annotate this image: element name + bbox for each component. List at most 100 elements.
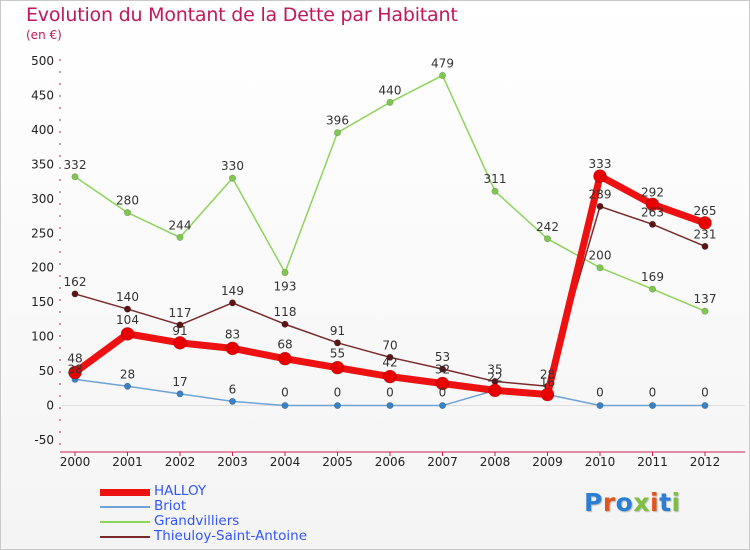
data-label: 0 bbox=[701, 386, 709, 400]
data-point-thieuloy-saint-antoine bbox=[438, 365, 446, 373]
data-point-halloy bbox=[645, 197, 660, 212]
data-point-briot bbox=[648, 402, 656, 410]
data-label: 0 bbox=[649, 386, 657, 400]
data-label: 265 bbox=[694, 204, 717, 218]
data-point-halloy bbox=[435, 376, 450, 391]
data-point-grandvilliers bbox=[543, 235, 551, 243]
legend-label: Grandvilliers bbox=[154, 513, 240, 529]
data-label: 332 bbox=[64, 158, 87, 172]
y-tick-label: 0 bbox=[46, 399, 54, 413]
data-label: 91 bbox=[172, 324, 187, 338]
data-point-halloy bbox=[225, 341, 240, 356]
data-label: 32 bbox=[435, 362, 450, 376]
data-label: 0 bbox=[596, 386, 604, 400]
data-point-thieuloy-saint-antoine bbox=[281, 320, 289, 328]
data-point-halloy bbox=[540, 387, 555, 402]
x-tick-label: 2002 bbox=[165, 455, 196, 469]
data-label: 48 bbox=[67, 351, 82, 365]
data-label: 292 bbox=[641, 185, 664, 199]
data-point-briot bbox=[281, 402, 289, 410]
x-tick-label: 2011 bbox=[637, 455, 668, 469]
data-point-briot bbox=[596, 402, 604, 410]
data-point-thieuloy-saint-antoine bbox=[701, 242, 709, 250]
data-label: 16 bbox=[540, 376, 555, 390]
data-label: 22 bbox=[487, 370, 502, 384]
x-tick-label: 2004 bbox=[270, 455, 301, 469]
data-point-grandvilliers bbox=[176, 233, 184, 241]
data-label: 91 bbox=[330, 324, 345, 338]
data-label: 169 bbox=[641, 270, 664, 284]
data-label: 137 bbox=[694, 292, 717, 306]
x-tick-label: 2005 bbox=[322, 455, 353, 469]
data-label: 0 bbox=[281, 386, 289, 400]
data-point-thieuloy-saint-antoine bbox=[333, 339, 341, 347]
data-point-thieuloy-saint-antoine bbox=[71, 290, 79, 298]
x-tick-label: 2008 bbox=[480, 455, 511, 469]
data-point-halloy bbox=[593, 169, 607, 183]
legend-swatch bbox=[100, 536, 150, 538]
data-point-halloy bbox=[698, 216, 712, 230]
data-point-thieuloy-saint-antoine bbox=[176, 321, 184, 329]
data-point-halloy bbox=[488, 383, 502, 398]
y-tick-label: 50 bbox=[39, 364, 54, 378]
data-point-halloy bbox=[383, 369, 397, 384]
data-label: 117 bbox=[169, 306, 192, 320]
data-point-thieuloy-saint-antoine bbox=[229, 299, 237, 307]
x-tick-label: 2007 bbox=[427, 455, 458, 469]
x-tick-label: 2012 bbox=[690, 455, 721, 469]
data-label: 149 bbox=[221, 284, 244, 298]
y-tick-label: 450 bbox=[31, 88, 54, 102]
data-label: 311 bbox=[484, 172, 507, 186]
data-label: 70 bbox=[382, 338, 397, 352]
data-label: 479 bbox=[431, 56, 454, 70]
data-label: 6 bbox=[229, 382, 237, 396]
data-point-briot bbox=[701, 402, 709, 410]
data-point-thieuloy-saint-antoine bbox=[648, 220, 656, 228]
data-point-grandvilliers bbox=[124, 209, 132, 217]
x-tick-label: 2000 bbox=[60, 455, 91, 469]
data-label: 200 bbox=[589, 249, 612, 263]
data-point-grandvilliers bbox=[701, 307, 709, 315]
data-label: 440 bbox=[379, 83, 402, 97]
data-label: 53 bbox=[435, 350, 450, 364]
data-point-halloy bbox=[330, 360, 345, 375]
y-tick-label: 100 bbox=[31, 330, 54, 344]
data-point-briot bbox=[333, 402, 341, 410]
legend-swatch bbox=[100, 521, 150, 523]
data-point-grandvilliers bbox=[596, 264, 604, 272]
data-label: 38 bbox=[67, 362, 82, 376]
data-point-briot bbox=[124, 382, 132, 390]
legend-label: Briot bbox=[154, 498, 187, 514]
data-label: 35 bbox=[487, 362, 502, 376]
data-label: 242 bbox=[536, 220, 559, 234]
y-tick-label: 250 bbox=[31, 226, 54, 240]
data-label: 28 bbox=[540, 367, 555, 381]
y-tick-label: 150 bbox=[31, 295, 54, 309]
x-tick-label: 2006 bbox=[375, 455, 406, 469]
data-label: 140 bbox=[116, 290, 139, 304]
data-point-grandvilliers bbox=[333, 129, 341, 137]
data-point-halloy bbox=[173, 336, 187, 350]
x-tick-label: 2003 bbox=[217, 455, 248, 469]
data-point-thieuloy-saint-antoine bbox=[386, 353, 394, 361]
data-point-halloy bbox=[278, 351, 292, 366]
data-label: 0 bbox=[334, 386, 342, 400]
data-point-halloy bbox=[120, 327, 135, 341]
data-point-grandvilliers bbox=[386, 98, 394, 106]
data-label: 162 bbox=[64, 275, 87, 289]
data-label: 333 bbox=[589, 157, 612, 171]
data-label: 28 bbox=[120, 367, 135, 381]
data-label: 0 bbox=[439, 386, 447, 400]
data-label: 280 bbox=[116, 194, 139, 208]
data-label: 396 bbox=[326, 114, 349, 128]
data-label: 118 bbox=[274, 305, 297, 319]
data-point-briot bbox=[229, 397, 237, 405]
data-point-grandvilliers bbox=[281, 269, 289, 277]
y-tick-label: 500 bbox=[31, 54, 54, 68]
data-point-halloy bbox=[68, 365, 82, 380]
data-point-grandvilliers bbox=[438, 71, 446, 79]
data-point-briot bbox=[386, 402, 394, 410]
legend-label: HALLOY bbox=[154, 483, 207, 499]
data-label: 263 bbox=[641, 205, 664, 219]
